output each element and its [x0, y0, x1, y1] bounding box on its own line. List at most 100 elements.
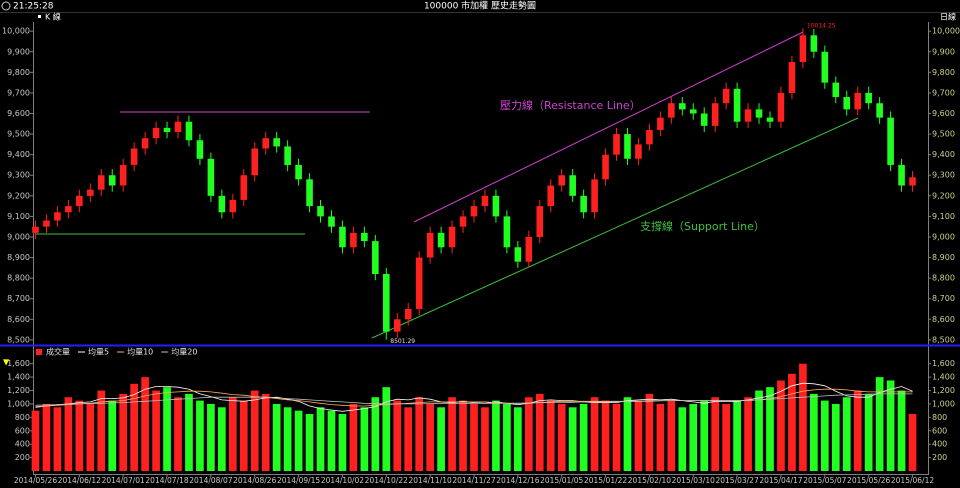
volume-bar [667, 400, 676, 471]
volume-bar [481, 407, 489, 471]
volume-bar [207, 403, 215, 471]
volume-bar [645, 393, 654, 471]
y-tick-label: 8,600 [7, 315, 30, 324]
clock-icon [1, 1, 11, 11]
y-tick-label-right: 10,000 [932, 27, 960, 36]
y-tick-label-right: 1,400 [932, 373, 955, 382]
y-tick-label: 8,500 [7, 335, 30, 344]
candle-body [624, 134, 631, 159]
y-tick-label-right: 9,300 [932, 171, 955, 180]
candle-body [130, 148, 138, 165]
candle-body [810, 35, 818, 52]
candle-body [613, 134, 620, 155]
volume-bar [250, 390, 259, 471]
volume-bar [459, 400, 467, 471]
candle-body [700, 113, 708, 126]
candle-body [470, 206, 478, 217]
volume-bar [908, 414, 917, 471]
candle-body [404, 309, 412, 320]
x-tick-label: 2015/06/12 [891, 476, 934, 485]
candle-body [679, 103, 686, 110]
y-tick-label-right: 1,600 [932, 359, 955, 368]
x-tick-label: 2014/07/18 [145, 476, 188, 485]
volume-bar [503, 403, 511, 471]
candle-body [602, 154, 609, 180]
volume-bar [864, 393, 873, 471]
volume-marker: ▼ [3, 358, 10, 367]
x-tick-label: 2015/03/10 [672, 476, 715, 485]
volume-bar [382, 387, 391, 471]
x-tick-label: 2014/09/15 [277, 476, 320, 485]
y-tick-label: 8,800 [7, 274, 30, 283]
y-tick-label-right: 1,200 [932, 386, 955, 395]
candle-body [821, 51, 829, 83]
volume-bar [514, 407, 522, 471]
volume-bar [130, 383, 138, 471]
candle-body [240, 175, 248, 200]
candle-body [350, 232, 357, 248]
volume-bar [568, 407, 577, 471]
y-tick-label: 9,600 [7, 109, 30, 118]
volume-bar [108, 400, 117, 471]
y-tick-label: 9,100 [7, 212, 30, 221]
legend-label: 均量5 [88, 347, 109, 357]
x-tick-label: 2015/05/07 [803, 476, 846, 485]
candle-body [185, 121, 193, 141]
legend-label: 成交量 [46, 347, 70, 357]
volume-bar [546, 400, 555, 471]
volume-bar [766, 387, 774, 471]
y-tick-label: 9,500 [7, 130, 30, 139]
annotation: 壓力線（Resistance Line） [500, 98, 641, 112]
volume-bar [535, 393, 544, 471]
legend-swatch [36, 349, 42, 355]
y-tick-label: 9,800 [7, 68, 30, 77]
x-tick-label: 2015/01/22 [584, 476, 627, 485]
candle-body [372, 241, 379, 275]
x-tick-label: 2014/10/22 [365, 476, 408, 485]
volume-bar [283, 407, 292, 471]
candle-body [54, 212, 61, 221]
y-tick-label-right: 8,500 [932, 335, 955, 344]
volume-bar [163, 387, 171, 471]
candle-body [415, 257, 423, 310]
volume-bar [218, 407, 226, 471]
candle-body [514, 247, 522, 262]
volume-bar [777, 380, 785, 471]
candle-body [317, 206, 324, 217]
candle-body [788, 62, 796, 93]
volume-bar [141, 377, 149, 471]
x-tick-label: 2014/11/10 [409, 476, 452, 485]
y-tick-label-right: 9,900 [932, 47, 955, 56]
candle-body [755, 109, 763, 118]
extreme-label: 8501.29 [390, 338, 415, 345]
volume-bar [788, 373, 796, 471]
y-tick-label-right: 600 [932, 426, 947, 435]
volume-bar [97, 390, 106, 471]
period: 日線 [940, 12, 956, 22]
y-tick-label-right: 9,200 [932, 191, 955, 200]
candle-body [635, 144, 642, 159]
candle-body [174, 121, 182, 133]
candle-body [273, 138, 280, 147]
volume-bar [371, 397, 380, 471]
volume-bar [470, 403, 478, 471]
candle-body [898, 164, 905, 186]
candle-body [295, 164, 302, 180]
candle-body [646, 129, 653, 145]
candle-body [426, 232, 434, 258]
volume-bar [53, 407, 62, 471]
volume-bar [316, 407, 325, 471]
volume-bar [700, 400, 709, 471]
volume-bar [492, 400, 500, 471]
volume-bar [557, 403, 566, 471]
x-tick-label: 2014/11/27 [452, 476, 495, 485]
candle-body [383, 274, 390, 332]
candle-body [393, 319, 401, 332]
candle-body [448, 226, 456, 248]
candle-body [909, 177, 916, 186]
y-tick-label: 1,400 [7, 373, 30, 382]
volume-bar [31, 410, 40, 471]
volume-bar [305, 414, 314, 471]
y-tick-label-right: 8,600 [932, 315, 955, 324]
